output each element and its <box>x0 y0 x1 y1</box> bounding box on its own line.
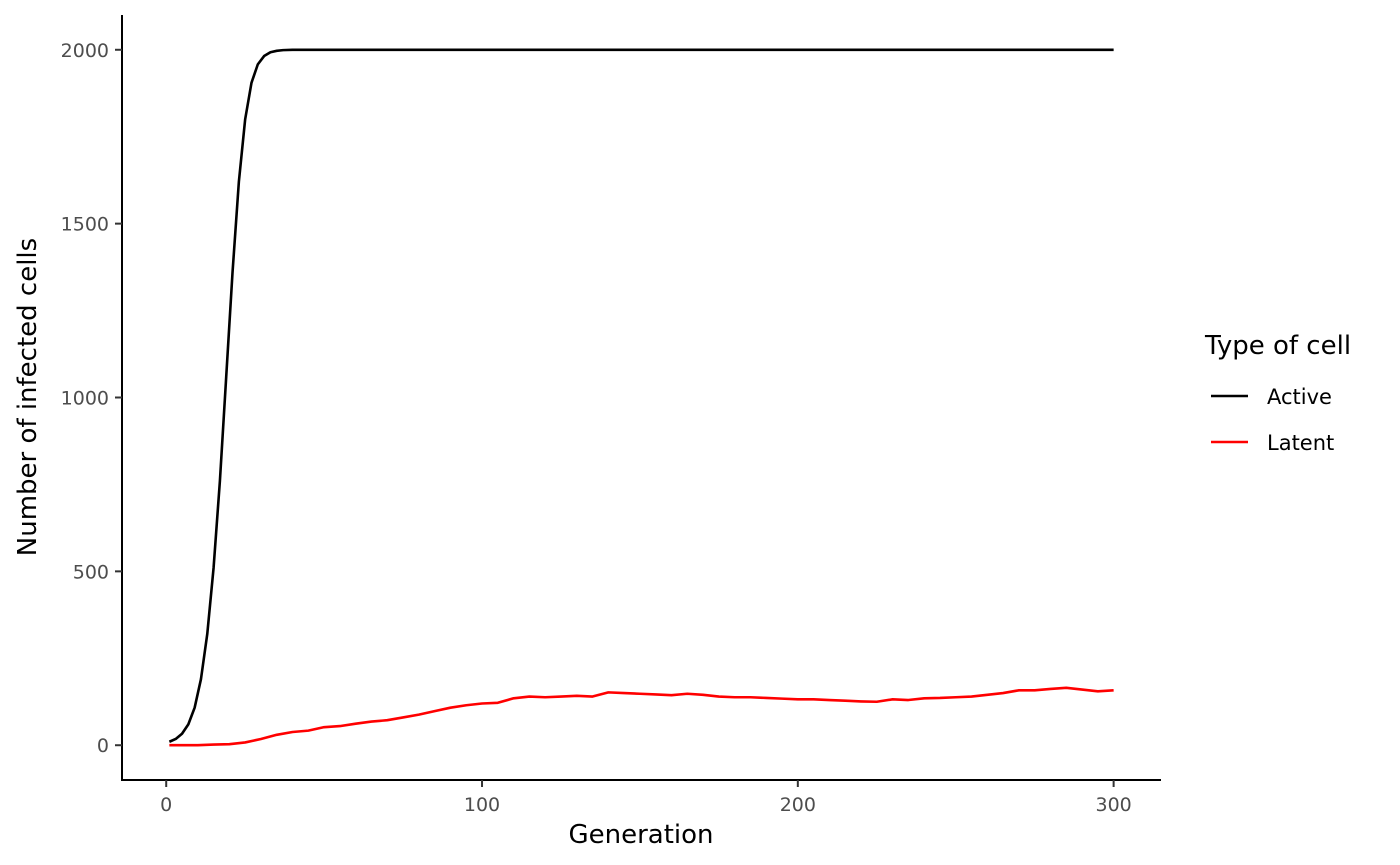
x-tick-label: 100 <box>464 794 500 816</box>
series-line-active <box>168 48 1114 743</box>
legend-label-latent: Latent <box>1267 431 1334 455</box>
y-tick-label: 2000 <box>61 40 109 62</box>
y-tick-label: 0 <box>97 735 109 757</box>
y-ticks: 0 500 1000 1500 2000 <box>61 40 122 757</box>
x-ticks: 0 100 200 300 <box>160 780 1132 816</box>
legend: Type of cell Active Latent <box>1204 331 1351 455</box>
y-axis-title: Number of infected cells <box>13 238 43 556</box>
y-tick-label: 500 <box>73 561 109 583</box>
legend-label-active: Active <box>1267 385 1332 409</box>
axes-layer <box>121 15 1161 781</box>
x-tick-label: 300 <box>1095 794 1131 816</box>
x-tick-label: 0 <box>160 794 172 816</box>
x-tick-label: 200 <box>780 794 816 816</box>
x-axis-title: Generation <box>568 820 713 850</box>
series-layer <box>168 48 1114 747</box>
y-tick-label: 1500 <box>61 214 109 236</box>
y-tick-label: 1000 <box>61 388 109 410</box>
legend-items: Active Latent <box>1211 385 1334 455</box>
series-line-latent <box>169 686 1114 747</box>
legend-title: Type of cell <box>1204 331 1351 361</box>
